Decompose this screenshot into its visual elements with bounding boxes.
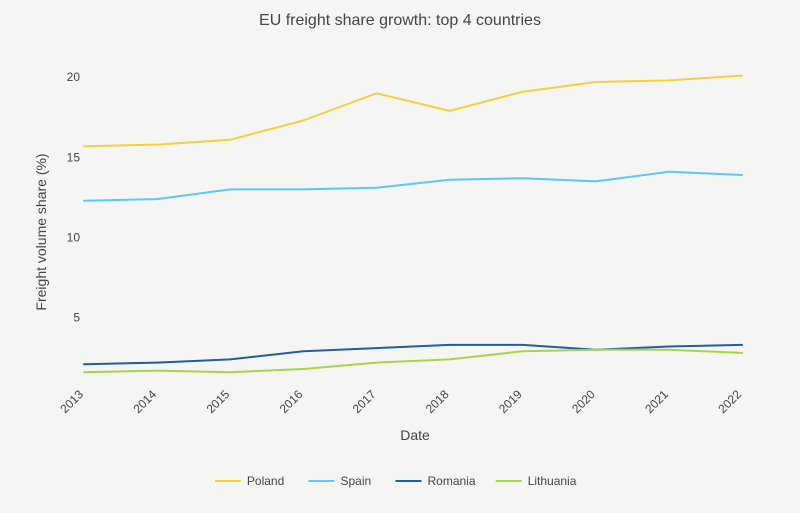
legend-item-spain[interactable]: Spain [308,474,372,488]
x-tick-label: 2022 [715,387,744,416]
legend-label: Spain [341,474,372,488]
chart-title: EU freight share growth: top 4 countries [259,12,541,29]
x-tick-label: 2015 [204,387,233,416]
series-line-lithuania [83,348,743,374]
y-tick-label: 5 [73,311,80,325]
legend: Poland Spain Romania Lithuania [214,474,577,488]
x-tick-label: 2019 [496,387,525,416]
x-tick-label: 2014 [130,387,159,416]
x-tick-label: 2018 [423,387,452,416]
plot-area [83,74,743,374]
legend-label: Romania [428,474,476,488]
x-axis-ticks: 2013 2014 2015 2016 2017 2018 2019 2020 2021 2022 [57,387,744,416]
series-line-spain [83,170,743,202]
x-tick-label: 2013 [57,387,86,416]
legend-label: Lithuania [528,474,577,488]
y-tick-label: 15 [67,150,81,164]
legend-label: Poland [247,474,284,488]
y-axis-ticks: 5 10 15 20 [67,70,81,324]
x-tick-label: 2017 [350,387,379,416]
series-line-poland [83,74,743,148]
legend-item-romania[interactable]: Romania [395,474,476,488]
x-tick-label: 2020 [569,387,598,416]
y-tick-label: 10 [67,231,81,245]
y-tick-label: 20 [67,70,81,84]
series-line-romania [83,343,743,366]
y-axis-label: Freight volume share (%) [33,153,49,310]
legend-item-poland[interactable]: Poland [214,474,284,488]
x-axis-label: Date [400,427,430,443]
x-tick-label: 2021 [642,387,671,416]
legend-item-lithuania[interactable]: Lithuania [495,474,577,488]
x-tick-label: 2016 [277,387,306,416]
